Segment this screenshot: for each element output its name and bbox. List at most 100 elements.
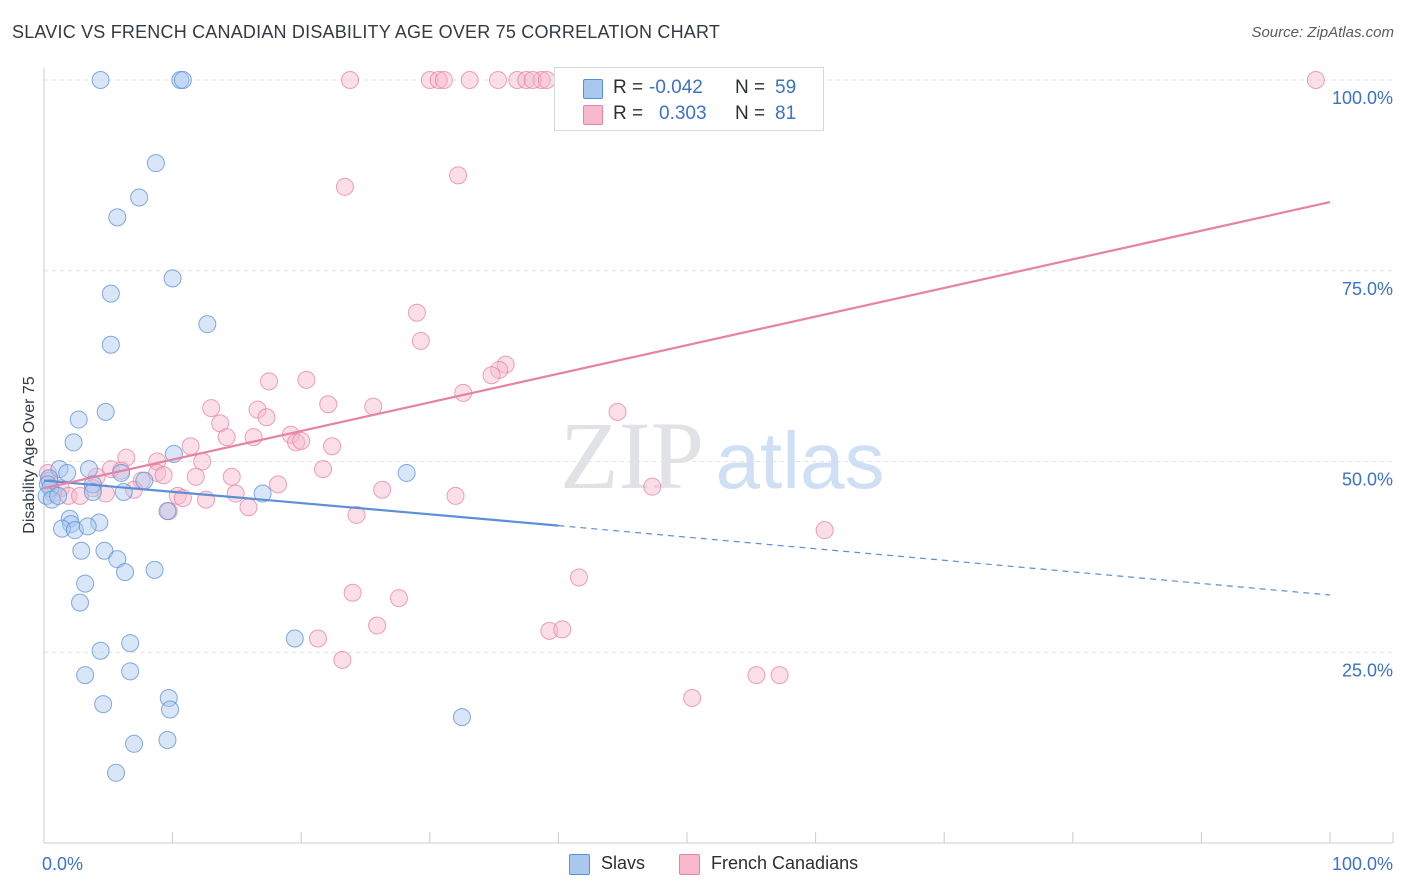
slavs-point	[158, 730, 177, 749]
y-tick-label: 75.0%	[1342, 279, 1393, 299]
french-canadians-point	[420, 71, 439, 89]
french-canadians-point	[815, 521, 834, 540]
slavs-point	[78, 517, 97, 536]
slavs-point	[397, 463, 416, 482]
x-tick-label: 0.0%	[42, 854, 83, 874]
french-canadians-point	[482, 366, 501, 385]
french-canadians-point	[747, 666, 766, 685]
slavs-point	[72, 541, 91, 560]
french-canadians-point	[333, 650, 352, 669]
french-canadians-point	[411, 331, 430, 350]
slavs-point	[285, 629, 304, 648]
french-canadians-point	[537, 71, 556, 89]
slavs-point	[121, 634, 140, 653]
slavs-point	[163, 269, 182, 288]
french-canadians-point	[683, 689, 702, 708]
french-canadians-point	[608, 402, 627, 421]
french-canadians-point	[508, 71, 527, 89]
french-canadians-point	[323, 437, 342, 456]
french-canadians-point	[217, 428, 236, 447]
watermark-atlas: atlas	[716, 416, 885, 505]
french-canadians-point	[257, 408, 276, 427]
slavs-point	[125, 734, 144, 753]
slavs-point	[135, 471, 154, 490]
french-canadians-point	[569, 568, 588, 587]
french-canadians-point	[460, 71, 479, 89]
slavs-trend-line	[43, 479, 559, 527]
chart-title: SLAVIC VS FRENCH CANADIAN DISABILITY AGE…	[12, 22, 721, 42]
r-value: -0.042	[649, 77, 703, 98]
french-canadians-point	[154, 466, 173, 485]
slavs-point	[69, 410, 88, 429]
french-canadians-point	[297, 370, 316, 389]
french-canadians-point	[540, 621, 559, 640]
slavs-swatch	[569, 854, 590, 875]
x-tick-label: 100.0%	[1332, 854, 1393, 874]
slavs-point	[76, 666, 95, 685]
french-canadians-point	[368, 616, 387, 635]
slavs-point	[71, 593, 90, 612]
slavs-point	[94, 695, 113, 714]
french-canadians-point	[446, 486, 465, 505]
slavs-label: Slavs	[601, 853, 646, 873]
french-canadians-point	[517, 71, 536, 89]
french-canadians-swatch	[679, 854, 700, 875]
french-canadians-point	[523, 71, 542, 89]
r-label: R =	[613, 103, 644, 124]
slavs-point	[452, 708, 471, 727]
slavs-point	[161, 700, 180, 719]
french-canadians-point	[373, 480, 392, 499]
french-canadians-point	[532, 71, 551, 89]
slavs-point	[95, 541, 114, 560]
slavs-point	[49, 486, 68, 505]
french-canadians-point	[269, 475, 288, 494]
french-canadians-point	[314, 460, 333, 479]
slavs-point	[121, 662, 140, 681]
n-label: N =	[735, 103, 766, 124]
slavs-point	[101, 284, 120, 303]
y-tick-label: 25.0%	[1342, 660, 1393, 680]
slavs-point	[64, 433, 83, 452]
slavs-point	[130, 188, 149, 207]
french-canadians-label: French Canadians	[711, 853, 859, 873]
french-canadians-point	[186, 467, 205, 486]
slavs-point	[91, 71, 110, 89]
french-canadians-point	[239, 498, 258, 517]
tick-labels: 25.0% 50.0% 75.0% 100.0% 0.0% 100.0%	[42, 88, 1393, 874]
slavs-point	[91, 641, 110, 660]
n-value: 59	[775, 77, 797, 98]
french-canadians-point	[181, 437, 200, 456]
french-canadians-point	[553, 620, 572, 639]
french-canadians-point	[222, 467, 241, 486]
slavs-point	[108, 208, 127, 227]
y-tick-label: 50.0%	[1342, 470, 1393, 490]
watermark-zip: ZIP	[560, 402, 704, 509]
correlation-legend: R = -0.042 N = 59 R = 0.303 N = 81	[554, 67, 824, 131]
slavs-point	[96, 402, 115, 421]
slavs-point	[145, 560, 164, 579]
french-canadians-point	[643, 477, 662, 496]
slavs-point	[116, 563, 135, 582]
r-value: 0.303	[659, 103, 707, 124]
french-canadians-point	[248, 400, 267, 419]
slavs-point	[101, 335, 120, 354]
french-canadians-point	[1306, 71, 1325, 89]
slavs-point	[107, 763, 126, 782]
r-label: R =	[613, 77, 644, 98]
slavs-trend-extension	[558, 524, 1331, 596]
french-canadians-point	[292, 431, 311, 450]
slavs-swatch	[583, 79, 603, 99]
slavs-point	[80, 460, 99, 479]
slavs-point	[146, 154, 165, 173]
axes	[43, 68, 1394, 844]
french-canadians-point	[341, 71, 360, 89]
french-canadians-point	[335, 177, 354, 196]
french-canadians-point	[226, 484, 245, 503]
grid-lines	[44, 79, 1393, 653]
french-canadians-point	[389, 589, 408, 608]
slavs-point	[198, 315, 217, 334]
french-canadians-point	[770, 666, 789, 685]
french-canadians-point	[429, 71, 448, 89]
n-label: N =	[735, 77, 766, 98]
